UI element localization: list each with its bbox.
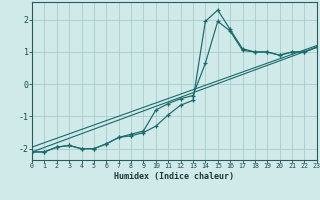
X-axis label: Humidex (Indice chaleur): Humidex (Indice chaleur) bbox=[115, 172, 234, 181]
